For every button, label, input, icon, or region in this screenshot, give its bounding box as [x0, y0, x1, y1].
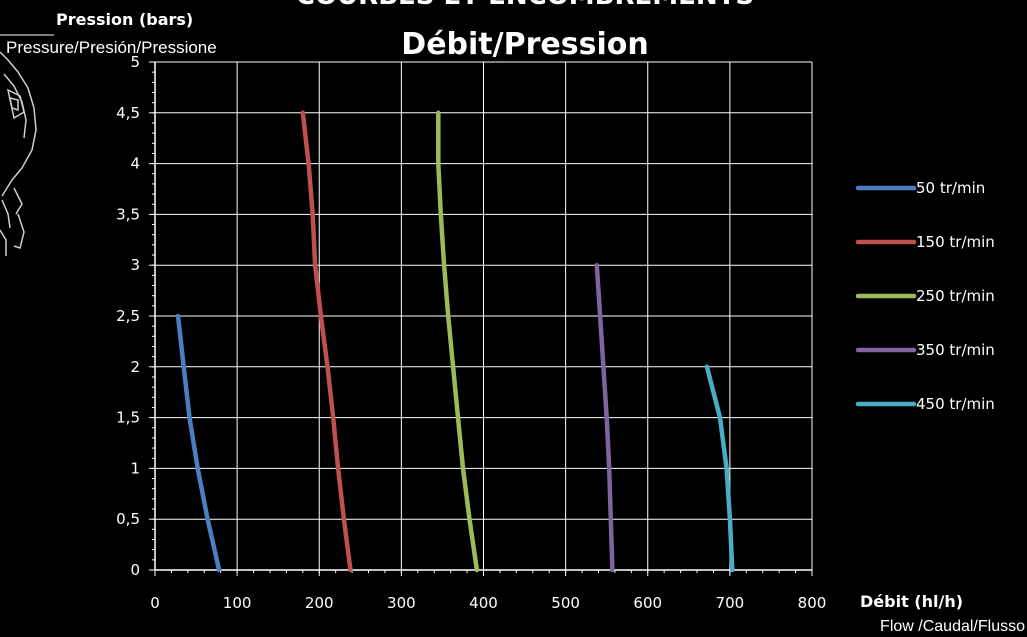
legend: 50 tr/min 150 tr/min 250 tr/min 350 tr/min 4… — [855, 179, 995, 413]
legend-label: 350 tr/min — [916, 341, 995, 359]
y-tick-label: 1 — [130, 459, 140, 477]
y-tick-label: 3 — [130, 256, 140, 274]
y-tick-label: 2,5 — [116, 307, 140, 325]
x-tick-label: 500 — [551, 594, 580, 612]
series-layer — [175, 110, 735, 573]
x-tick-label: 100 — [223, 594, 252, 612]
y-tick-label: 2 — [130, 358, 140, 376]
chart-title: Débit/Pression — [401, 27, 648, 62]
series-line — [300, 110, 353, 573]
chart-title-partial: COURBES ET ENCOMBREMENTS — [296, 0, 754, 11]
y-tick-label: 4,5 — [116, 104, 140, 122]
legend-label: 150 tr/min — [916, 233, 995, 251]
pump-sketch-icon — [0, 51, 37, 256]
y-tick-label: 0,5 — [116, 510, 140, 528]
y-axis-subtitle: Pressure/Presión/Pressione — [6, 38, 217, 57]
x-tick-label: 300 — [387, 594, 416, 612]
series-line — [594, 262, 615, 573]
series-line — [175, 313, 222, 573]
x-tick-label: 600 — [633, 594, 662, 612]
legend-label: 250 tr/min — [916, 287, 995, 305]
y-tick-label: 4 — [130, 155, 140, 173]
tick-layer: 0 100 200 300 400 500 600 700 800 0 0,5 1 1,5 2 2,5 3 3,… — [116, 53, 826, 612]
legend-label: 50 tr/min — [916, 179, 985, 197]
x-tick-label: 0 — [150, 594, 160, 612]
y-tick-label: 5 — [130, 53, 140, 71]
grid-layer — [155, 61, 813, 570]
y-axis-title: Pression (bars) — [56, 10, 193, 29]
x-tick-label: 700 — [716, 594, 745, 612]
x-tick-label: 200 — [305, 594, 334, 612]
y-tick-label: 3,5 — [116, 205, 140, 223]
x-axis-title: Débit (hl/h) — [860, 592, 963, 611]
x-tick-label: 400 — [469, 594, 498, 612]
series-line — [704, 364, 735, 573]
y-tick-label: 0 — [130, 561, 140, 579]
x-tick-label: 800 — [798, 594, 827, 612]
y-tick-label: 1,5 — [116, 409, 140, 427]
series-line — [436, 110, 480, 573]
x-axis-subtitle: Flow /Caudal/Flusso — [880, 618, 1025, 635]
legend-label: 450 tr/min — [916, 395, 995, 413]
